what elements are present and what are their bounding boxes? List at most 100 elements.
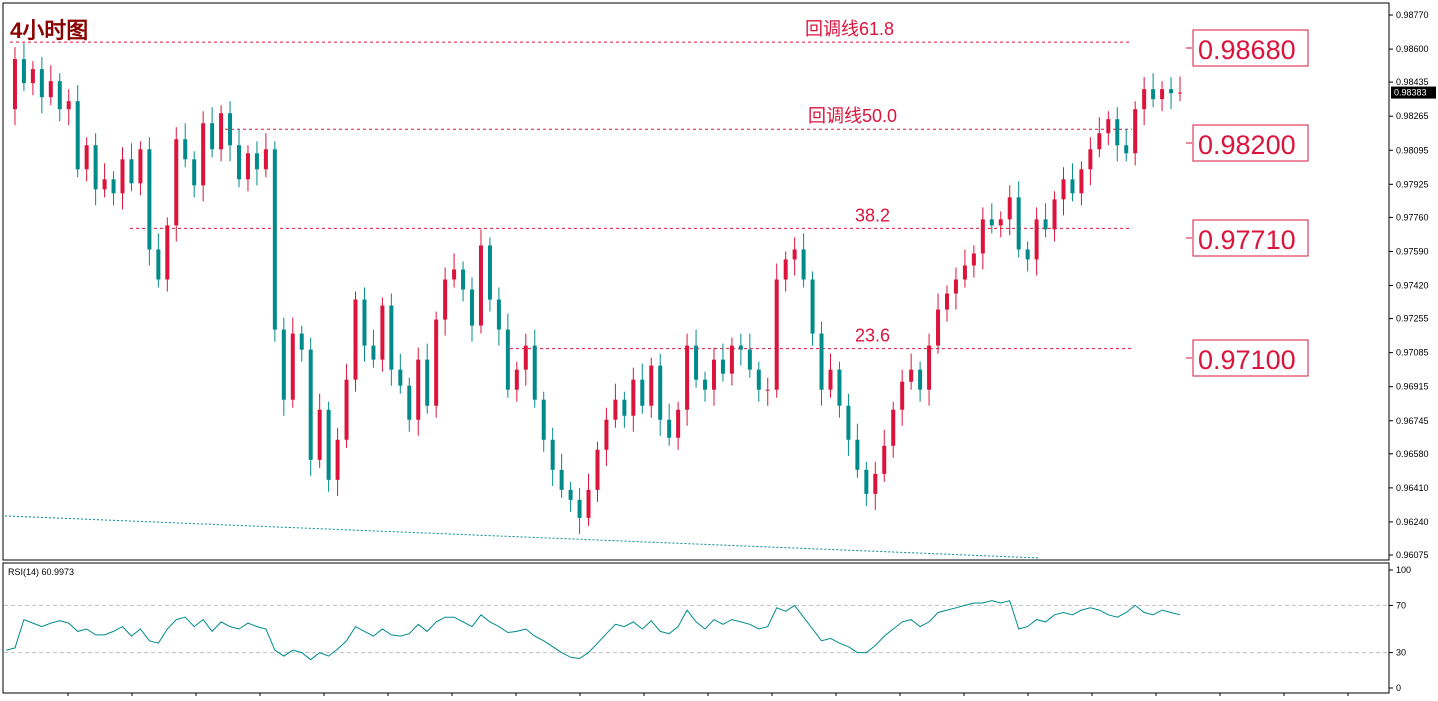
candle-body bbox=[873, 473, 878, 494]
candle-body bbox=[317, 409, 322, 460]
candles-layer bbox=[12, 43, 1182, 534]
candle-body bbox=[640, 379, 645, 406]
candle-body bbox=[48, 81, 53, 98]
candle-body bbox=[944, 293, 949, 310]
fib-label: 38.2 bbox=[855, 205, 890, 225]
price-tick-label: 0.97760 bbox=[1396, 212, 1429, 222]
candle-body bbox=[891, 409, 896, 446]
candle-body bbox=[66, 101, 71, 110]
current-price-box bbox=[1391, 86, 1436, 99]
candle-body bbox=[720, 359, 725, 374]
price-tick-label: 0.96240 bbox=[1396, 517, 1429, 527]
candle-body bbox=[407, 385, 412, 420]
level-box bbox=[1192, 29, 1309, 67]
candle-body bbox=[864, 469, 869, 494]
candle-body bbox=[667, 419, 672, 438]
candle-body bbox=[936, 309, 941, 346]
level-label: 0.98200 bbox=[1198, 130, 1296, 160]
candle-body bbox=[398, 369, 403, 386]
rsi-axis: 100 70 30 0 bbox=[1389, 565, 1411, 693]
candle-body bbox=[846, 405, 851, 440]
candle-body bbox=[75, 101, 80, 170]
candle-body bbox=[658, 365, 663, 420]
price-tick-label: 0.97420 bbox=[1396, 281, 1429, 291]
candle-body bbox=[774, 279, 779, 390]
rsi-layer bbox=[4, 600, 1388, 661]
candle-body bbox=[631, 379, 636, 416]
price-tick-label: 0.98600 bbox=[1396, 44, 1429, 54]
candle-body bbox=[514, 369, 519, 390]
candle-body bbox=[828, 369, 833, 390]
candle-body bbox=[478, 245, 483, 326]
level-label: 0.97710 bbox=[1198, 225, 1296, 255]
candle-body bbox=[765, 389, 770, 391]
price-tick-label: 0.98265 bbox=[1396, 111, 1429, 121]
price-tick-label: 0.96580 bbox=[1396, 449, 1429, 459]
candle-body bbox=[586, 489, 591, 518]
candle-body bbox=[335, 439, 340, 480]
chart-title: 4小时图 bbox=[10, 18, 88, 43]
candle-body bbox=[756, 369, 761, 390]
candle-body bbox=[1178, 92, 1182, 94]
candle-body bbox=[21, 59, 26, 84]
price-tick-label: 0.96075 bbox=[1396, 550, 1429, 560]
candle-body bbox=[461, 269, 466, 290]
candle-body bbox=[559, 469, 564, 490]
candle-body bbox=[1007, 197, 1012, 220]
candle-body bbox=[201, 123, 206, 186]
candle-body bbox=[532, 345, 537, 400]
candle-body bbox=[496, 299, 501, 330]
candle-body bbox=[676, 409, 681, 438]
candle-body bbox=[84, 145, 89, 170]
trend-line bbox=[4, 515, 1041, 559]
price-axis: 0.98770 0.98600 0.98435 0.98265 0.98095 0.979… bbox=[1389, 10, 1436, 560]
candle-body bbox=[1088, 149, 1093, 170]
candle-body bbox=[272, 149, 277, 330]
price-tick-label: 0.96915 bbox=[1396, 382, 1429, 392]
candle-body bbox=[989, 219, 994, 226]
price-tick-label: 0.97255 bbox=[1396, 314, 1429, 324]
candle-body bbox=[326, 409, 331, 480]
candle-body bbox=[649, 365, 654, 406]
fib-labels-layer: 回调线61.8 回调线50.0 38.2 23.6 bbox=[805, 19, 897, 346]
candle-body bbox=[613, 399, 618, 420]
current-price-label: 0.98383 bbox=[1394, 88, 1427, 98]
candle-body bbox=[819, 333, 824, 390]
candle-body bbox=[855, 439, 860, 470]
candle-body bbox=[245, 153, 250, 180]
candle-body bbox=[12, 59, 17, 110]
candle-body bbox=[801, 249, 806, 280]
level-label: 0.97100 bbox=[1198, 345, 1296, 375]
candle-body bbox=[962, 265, 967, 280]
rsi-tick-label: 100 bbox=[1396, 565, 1411, 575]
rsi-tick-label: 30 bbox=[1396, 648, 1406, 658]
price-tick-label: 0.98770 bbox=[1396, 10, 1429, 20]
candle-body bbox=[550, 439, 555, 470]
candle-body bbox=[1124, 145, 1129, 154]
candle-body bbox=[783, 259, 788, 280]
price-tick-label: 0.97085 bbox=[1396, 348, 1429, 358]
candle-body bbox=[980, 219, 985, 254]
candle-body bbox=[210, 123, 215, 150]
candle-body bbox=[505, 329, 510, 390]
candle-body bbox=[568, 489, 573, 500]
fib-label: 回调线50.0 bbox=[808, 106, 897, 126]
candle-body bbox=[362, 299, 367, 346]
candle-body bbox=[1160, 89, 1165, 100]
candle-body bbox=[1043, 219, 1048, 230]
candle-body bbox=[308, 349, 313, 460]
level-box bbox=[1192, 339, 1309, 377]
candle-body bbox=[837, 369, 842, 406]
candle-body bbox=[353, 299, 358, 380]
candle-body bbox=[434, 319, 439, 406]
level-label: 0.98680 bbox=[1198, 35, 1296, 65]
candle-body bbox=[971, 253, 976, 266]
candle-body bbox=[998, 219, 1003, 226]
candle-body bbox=[138, 149, 143, 184]
candle-body bbox=[443, 279, 448, 320]
candle-body bbox=[299, 333, 304, 350]
candle-body bbox=[1034, 219, 1039, 260]
rsi-label: RSI(14) 60.9973 bbox=[8, 567, 74, 577]
candle-body bbox=[165, 225, 170, 280]
